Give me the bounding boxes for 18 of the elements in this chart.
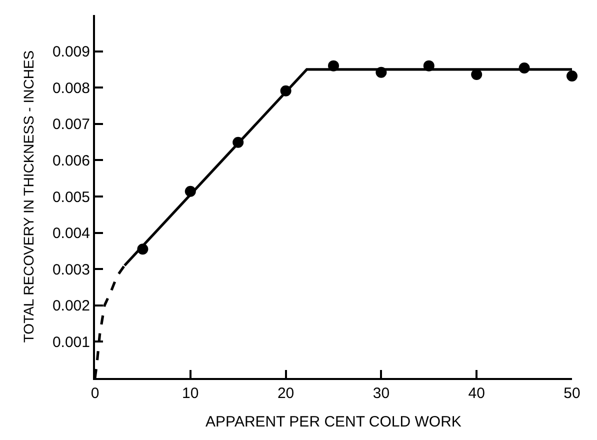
y-tick-label: 0.004: [52, 225, 90, 242]
y-tick-label: 0.003: [52, 261, 90, 278]
x-tick-label: 50: [564, 385, 580, 402]
y-tick-label: 0.009: [52, 44, 90, 61]
y-axis-title: TOTAL RECOVERY IN THICKNESS - INCHES: [20, 50, 37, 343]
y-tick-label: 0.001: [52, 334, 90, 351]
y-tick-label: 0.006: [52, 152, 90, 170]
x-axis-title: APPARENT PER CENT COLD WORK: [206, 414, 462, 430]
y-tick-label: 0.005: [52, 188, 90, 206]
x-tick-label: 20: [277, 385, 294, 402]
y-tick-label: 0.008: [52, 80, 90, 97]
x-tick-label: 10: [182, 385, 199, 402]
y-tick-label: 0.002: [52, 298, 90, 315]
point: [566, 70, 578, 82]
x-tick-label: 30: [372, 385, 390, 402]
x-tick-label: 40: [468, 385, 485, 402]
y-tick-label: 0.007: [52, 116, 90, 134]
x-tick-label: 0: [90, 385, 100, 402]
